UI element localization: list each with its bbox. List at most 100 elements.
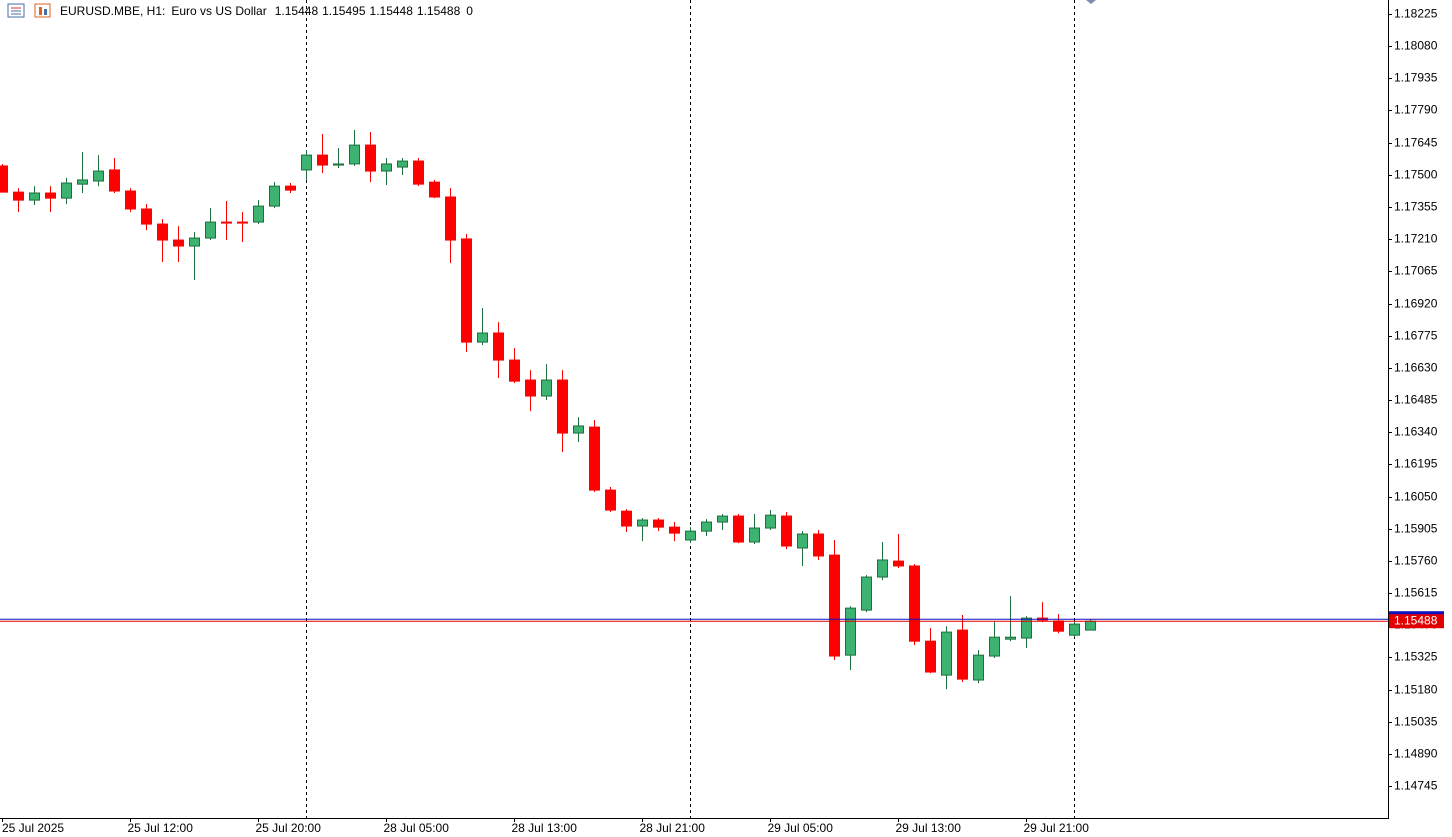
candle-body — [781, 515, 792, 547]
candle-body — [1069, 623, 1080, 636]
candle-body — [285, 185, 296, 191]
x-tick-label: 29 Jul 21:00 — [1024, 821, 1090, 835]
candle-body — [157, 223, 168, 241]
y-tick-label: 1.17355 — [1394, 200, 1438, 214]
candle-body — [317, 154, 328, 166]
candle-body — [621, 510, 632, 527]
y-tick-label: 1.17935 — [1394, 71, 1438, 85]
candle-body — [461, 238, 472, 343]
candle-body — [413, 160, 424, 185]
candle-body — [845, 607, 856, 656]
bid-price-box — [1389, 614, 1444, 629]
candle-body — [941, 631, 952, 676]
candle-body — [717, 515, 728, 523]
candle-body — [573, 425, 584, 434]
y-tick-label: 1.16195 — [1394, 457, 1438, 471]
x-tick-label: 28 Jul 05:00 — [384, 821, 450, 835]
y-tick-label: 1.15035 — [1394, 715, 1438, 729]
y-tick-label: 1.17500 — [1394, 168, 1438, 182]
x-tick-label: 25 Jul 20:00 — [256, 821, 322, 835]
candle-body — [733, 515, 744, 543]
y-tick-label: 1.16340 — [1394, 425, 1438, 439]
y-tick-label: 1.15180 — [1394, 683, 1438, 697]
candle-body — [237, 221, 248, 224]
y-tick-label: 1.14745 — [1394, 779, 1438, 793]
candle-body — [877, 559, 888, 578]
candle-body — [13, 191, 24, 201]
candle-body — [749, 527, 760, 543]
x-tick-label: 28 Jul 13:00 — [512, 821, 578, 835]
candle-body — [173, 239, 184, 247]
high-value: 1.15495 — [322, 4, 366, 18]
candle-body — [493, 332, 504, 361]
bid-price-label: 1.15488 — [1394, 613, 1438, 627]
candle-body — [77, 179, 88, 185]
candle-body — [365, 144, 376, 172]
candle-body — [1053, 620, 1064, 632]
y-tick-label: 1.16050 — [1394, 490, 1438, 504]
candle-body — [477, 332, 488, 343]
candle-body — [29, 192, 40, 201]
candle-body — [205, 221, 216, 239]
candle-body — [109, 169, 120, 192]
candle-body — [701, 521, 712, 532]
candle-body — [301, 154, 312, 171]
candle-body — [509, 359, 520, 382]
x-tick-label: 29 Jul 13:00 — [896, 821, 962, 835]
description: Euro vs US Dollar — [171, 4, 266, 18]
candle-body — [61, 182, 72, 199]
icon-chart — [34, 3, 51, 18]
candle-body — [797, 533, 808, 549]
y-tick-label: 1.14890 — [1394, 747, 1438, 761]
y-tick-label: 1.15760 — [1394, 554, 1438, 568]
candle-body — [893, 560, 904, 567]
candle-body — [957, 629, 968, 680]
candle-body — [349, 144, 360, 165]
candle-body — [45, 192, 56, 199]
candle-body — [269, 185, 280, 207]
candle-body — [861, 576, 872, 611]
y-tick-label: 1.15905 — [1394, 522, 1438, 536]
icon-bar — [44, 9, 47, 15]
y-tick-label: 1.15325 — [1394, 650, 1438, 664]
candle-body — [1005, 636, 1016, 640]
header-icons — [7, 3, 51, 18]
candle-body — [589, 426, 600, 491]
candle-body — [541, 379, 552, 397]
candle-body — [93, 170, 104, 182]
candle-body — [253, 205, 264, 223]
x-tick-label: 28 Jul 21:00 — [640, 821, 706, 835]
shift-marker — [1086, 0, 1096, 4]
candle-body — [429, 181, 440, 198]
x-tick-label: 25 Jul 2025 — [2, 821, 64, 835]
candle-body — [653, 519, 664, 528]
candle-body — [525, 379, 536, 397]
candle-body — [637, 519, 648, 527]
candle-body — [605, 489, 616, 511]
candle-body — [381, 163, 392, 172]
symbol: EURUSD.MBE, H1: — [60, 4, 165, 18]
y-tick-label: 1.17065 — [1394, 264, 1438, 278]
close-value: 1.15488 — [417, 4, 461, 18]
candle-body — [1021, 617, 1032, 639]
x-tick-label: 25 Jul 12:00 — [128, 821, 194, 835]
period-separators — [306, 0, 1075, 818]
candle-body — [989, 636, 1000, 657]
candle-body — [973, 654, 984, 681]
y-tick-label: 1.16920 — [1394, 297, 1438, 311]
icon-bar — [39, 7, 42, 15]
candle-body — [925, 640, 936, 673]
y-tick-label: 1.18225 — [1394, 7, 1438, 21]
candle-body — [221, 221, 232, 224]
candle-body — [1085, 620, 1096, 631]
y-tick-label: 1.15615 — [1394, 586, 1438, 600]
candle-body — [333, 163, 344, 166]
y-tick-label: 1.17790 — [1394, 103, 1438, 117]
candle-body — [189, 237, 200, 247]
chart-header: EURUSD.MBE, H1: Euro vs US Dollar 1.15448 1… — [60, 4, 473, 18]
candle-body — [829, 554, 840, 657]
y-tick-label: 1.17210 — [1394, 232, 1438, 246]
x-tick-label: 29 Jul 05:00 — [768, 821, 834, 835]
